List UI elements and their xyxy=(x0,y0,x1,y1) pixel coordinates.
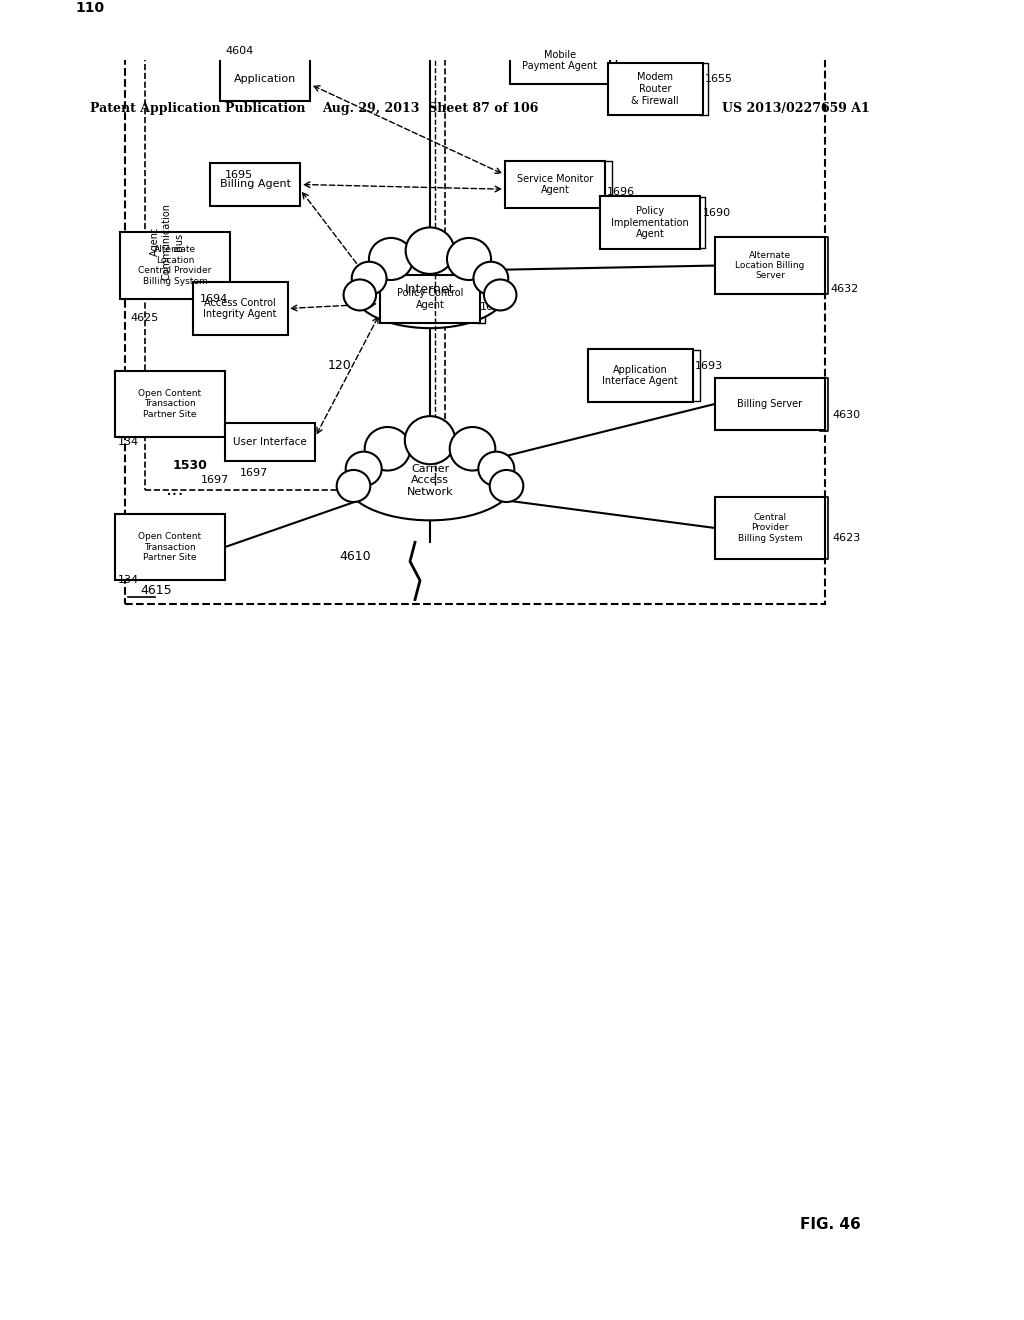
Text: Aug. 29, 2013  Sheet 87 of 106: Aug. 29, 2013 Sheet 87 of 106 xyxy=(322,102,539,115)
Text: 4630: 4630 xyxy=(831,411,860,420)
Bar xyxy=(510,37,610,84)
Text: Internet: Internet xyxy=(406,282,455,296)
Text: 1697: 1697 xyxy=(240,467,268,478)
Text: Policy Control
Agent: Policy Control Agent xyxy=(397,288,463,310)
Text: Application: Application xyxy=(233,74,296,84)
Text: 4615: 4615 xyxy=(140,583,172,597)
Text: Alternate
Location
Central Provider
Billing System: Alternate Location Central Provider Bill… xyxy=(138,246,212,285)
Bar xyxy=(145,0,445,490)
Bar xyxy=(125,0,825,605)
Circle shape xyxy=(404,416,456,465)
Text: ...: ... xyxy=(166,480,184,499)
Text: 134: 134 xyxy=(118,437,139,447)
Circle shape xyxy=(446,238,492,280)
Circle shape xyxy=(484,280,516,310)
Text: Access Control
Integrity Agent: Access Control Integrity Agent xyxy=(203,298,276,319)
Circle shape xyxy=(369,238,413,280)
Text: Billing Server: Billing Server xyxy=(737,399,803,409)
Text: Policy
Implementation
Agent: Policy Implementation Agent xyxy=(611,206,689,239)
Text: Modem
Router
& Firewall: Modem Router & Firewall xyxy=(631,73,679,106)
Text: 1690: 1690 xyxy=(703,209,731,218)
Text: Open Content
Transaction
Partner Site: Open Content Transaction Partner Site xyxy=(138,532,202,562)
Circle shape xyxy=(473,261,508,294)
Text: Central
Provider
Billing System: Central Provider Billing System xyxy=(737,513,803,543)
Text: 120: 120 xyxy=(328,359,352,372)
Circle shape xyxy=(478,451,514,486)
Text: 4632: 4632 xyxy=(830,284,858,294)
Ellipse shape xyxy=(345,440,515,520)
Text: Carrier
Access
Network: Carrier Access Network xyxy=(407,463,454,496)
Text: FIG. 46: FIG. 46 xyxy=(800,1217,860,1232)
Text: Service Monitor
Agent: Service Monitor Agent xyxy=(517,174,593,195)
Text: Application
Interface Agent: Application Interface Agent xyxy=(602,364,678,385)
Text: US 2013/0227659 A1: US 2013/0227659 A1 xyxy=(722,102,870,115)
Circle shape xyxy=(346,451,382,486)
Bar xyxy=(607,63,702,115)
Bar xyxy=(715,378,825,430)
Bar xyxy=(715,496,825,558)
Text: 4623: 4623 xyxy=(831,532,860,543)
Text: 1530: 1530 xyxy=(173,459,208,473)
Text: Alternate
Location Billing
Server: Alternate Location Billing Server xyxy=(735,251,805,280)
Text: Billing Agent: Billing Agent xyxy=(219,180,291,190)
Bar xyxy=(600,197,700,249)
Text: User Interface: User Interface xyxy=(233,437,307,447)
Text: Agent
Communication
Bus: Agent Communication Bus xyxy=(151,203,183,280)
Bar xyxy=(115,371,225,437)
Text: 4699: 4699 xyxy=(612,63,640,73)
Circle shape xyxy=(489,470,523,502)
Circle shape xyxy=(344,280,376,310)
Circle shape xyxy=(365,426,411,470)
Circle shape xyxy=(450,426,496,470)
Text: 110: 110 xyxy=(76,1,104,15)
Bar xyxy=(120,232,230,298)
Bar xyxy=(588,348,692,401)
Text: 1655: 1655 xyxy=(705,74,733,84)
Text: 1696: 1696 xyxy=(607,187,635,197)
Text: Mobile
Payment Agent: Mobile Payment Agent xyxy=(522,50,597,71)
Bar xyxy=(380,275,480,323)
Circle shape xyxy=(337,470,371,502)
Bar xyxy=(193,282,288,335)
Ellipse shape xyxy=(352,251,508,329)
Text: 1694: 1694 xyxy=(200,294,228,304)
Circle shape xyxy=(352,261,386,294)
Text: Patent Application Publication: Patent Application Publication xyxy=(90,102,305,115)
Text: 4625: 4625 xyxy=(130,313,159,323)
Bar xyxy=(505,161,605,209)
Text: 1695: 1695 xyxy=(225,170,253,180)
Text: 1693: 1693 xyxy=(695,360,723,371)
Text: 1692: 1692 xyxy=(480,301,508,312)
Bar xyxy=(225,422,315,461)
Text: 134: 134 xyxy=(118,576,139,586)
Bar xyxy=(115,513,225,581)
Text: 4604: 4604 xyxy=(225,46,253,55)
Text: 4610: 4610 xyxy=(339,550,371,564)
Bar xyxy=(715,236,825,294)
Bar xyxy=(210,162,300,206)
Text: 1697: 1697 xyxy=(201,475,229,486)
Circle shape xyxy=(406,227,455,275)
Text: Open Content
Transaction
Partner Site: Open Content Transaction Partner Site xyxy=(138,389,202,418)
Bar xyxy=(220,58,310,100)
